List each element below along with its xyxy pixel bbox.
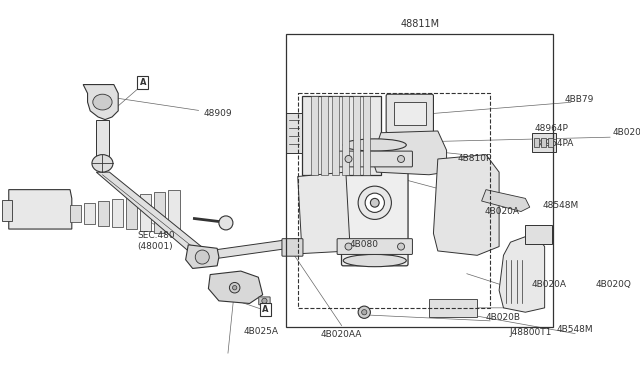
- Bar: [98, 201, 109, 225]
- Text: 4B020Q: 4B020Q: [595, 280, 631, 289]
- Circle shape: [397, 243, 404, 250]
- FancyBboxPatch shape: [302, 96, 381, 175]
- Polygon shape: [9, 190, 72, 229]
- Text: 4B020A: 4B020A: [613, 128, 640, 137]
- Text: 4B020A: 4B020A: [531, 280, 566, 289]
- Circle shape: [195, 250, 209, 264]
- Text: 4B025A: 4B025A: [243, 327, 278, 336]
- Ellipse shape: [343, 139, 406, 151]
- Text: A: A: [262, 305, 269, 314]
- Ellipse shape: [371, 198, 379, 207]
- Text: 4B810P: 4B810P: [458, 154, 492, 163]
- Text: 4BB79: 4BB79: [564, 95, 594, 104]
- FancyBboxPatch shape: [337, 151, 412, 167]
- Ellipse shape: [365, 193, 385, 212]
- FancyBboxPatch shape: [531, 133, 556, 152]
- Bar: [342, 96, 349, 175]
- Text: 4B548M: 4B548M: [557, 325, 593, 334]
- Circle shape: [345, 243, 352, 250]
- Polygon shape: [481, 190, 530, 212]
- Bar: [548, 138, 552, 147]
- FancyBboxPatch shape: [429, 299, 477, 317]
- Bar: [311, 96, 318, 175]
- FancyBboxPatch shape: [525, 225, 552, 244]
- Polygon shape: [209, 271, 262, 304]
- Circle shape: [229, 282, 240, 293]
- Bar: [298, 93, 490, 308]
- Bar: [534, 138, 538, 147]
- FancyBboxPatch shape: [394, 102, 426, 125]
- Bar: [541, 138, 545, 147]
- Text: 48964PA: 48964PA: [534, 139, 573, 148]
- FancyBboxPatch shape: [282, 239, 303, 256]
- Text: 4B080: 4B080: [349, 240, 378, 249]
- FancyBboxPatch shape: [286, 113, 302, 153]
- Circle shape: [219, 216, 233, 230]
- Text: 48811M: 48811M: [400, 19, 440, 29]
- Bar: [353, 96, 360, 175]
- Bar: [140, 195, 152, 231]
- Circle shape: [397, 155, 404, 163]
- Bar: [286, 34, 554, 327]
- Text: 4B020AA: 4B020AA: [321, 330, 362, 339]
- Circle shape: [358, 306, 371, 318]
- FancyBboxPatch shape: [342, 140, 408, 266]
- Bar: [112, 199, 124, 227]
- Text: 48548M: 48548M: [543, 201, 579, 210]
- Bar: [84, 203, 95, 224]
- Text: (48001): (48001): [138, 242, 173, 251]
- Circle shape: [262, 298, 267, 304]
- Ellipse shape: [358, 186, 392, 219]
- Bar: [364, 96, 371, 175]
- Text: 48964P: 48964P: [534, 124, 568, 133]
- Ellipse shape: [92, 155, 113, 172]
- Bar: [126, 197, 138, 229]
- Circle shape: [232, 286, 237, 290]
- Polygon shape: [298, 172, 350, 254]
- Polygon shape: [83, 84, 118, 119]
- Ellipse shape: [343, 254, 406, 267]
- Text: A: A: [140, 78, 146, 87]
- Polygon shape: [372, 131, 447, 175]
- Bar: [321, 96, 328, 175]
- FancyBboxPatch shape: [386, 94, 433, 133]
- Bar: [214, 238, 297, 259]
- Circle shape: [345, 155, 352, 163]
- FancyBboxPatch shape: [2, 200, 12, 221]
- Circle shape: [362, 310, 367, 315]
- Text: J48800T1: J48800T1: [509, 328, 552, 337]
- Bar: [154, 192, 166, 232]
- Bar: [168, 190, 179, 234]
- Bar: [332, 96, 339, 175]
- Polygon shape: [499, 233, 545, 312]
- Bar: [96, 119, 109, 159]
- Text: SEC.480: SEC.480: [138, 231, 175, 240]
- FancyBboxPatch shape: [337, 239, 412, 254]
- Ellipse shape: [93, 94, 112, 110]
- Text: 48909: 48909: [203, 109, 232, 118]
- Text: 4B020A: 4B020A: [484, 207, 519, 216]
- Polygon shape: [433, 155, 499, 255]
- Polygon shape: [186, 245, 219, 269]
- Polygon shape: [96, 172, 202, 251]
- Text: 4B020B: 4B020B: [486, 313, 521, 322]
- Bar: [70, 205, 81, 222]
- FancyBboxPatch shape: [259, 297, 270, 305]
